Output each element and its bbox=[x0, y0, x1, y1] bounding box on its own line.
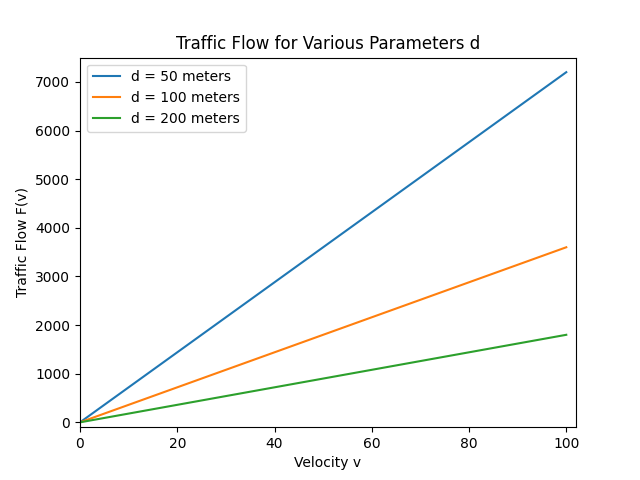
d = 50 meters bbox=[475, 132, 483, 138]
X-axis label: Velocity v: Velocity v bbox=[294, 456, 362, 470]
Title: Traffic Flow for Various Parameters d: Traffic Flow for Various Parameters d bbox=[176, 35, 480, 53]
d = 200 meters bbox=[475, 348, 483, 353]
d = 200 meters bbox=[307, 378, 315, 384]
d = 200 meters bbox=[310, 377, 317, 383]
d = 50 meters bbox=[563, 69, 570, 75]
d = 100 meters bbox=[475, 276, 483, 282]
d = 100 meters bbox=[551, 249, 559, 254]
Y-axis label: Traffic Flow F(v): Traffic Flow F(v) bbox=[15, 187, 29, 298]
d = 100 meters bbox=[339, 325, 347, 331]
d = 50 meters bbox=[365, 211, 373, 217]
d = 50 meters bbox=[339, 230, 347, 236]
d = 200 meters bbox=[551, 334, 559, 340]
d = 200 meters bbox=[76, 420, 84, 425]
d = 200 meters bbox=[563, 332, 570, 338]
d = 100 meters bbox=[310, 335, 317, 341]
d = 100 meters bbox=[307, 336, 315, 342]
d = 100 meters bbox=[365, 315, 373, 321]
d = 100 meters bbox=[563, 244, 570, 250]
d = 200 meters bbox=[339, 372, 347, 378]
d = 50 meters bbox=[307, 253, 315, 259]
Line: d = 200 meters: d = 200 meters bbox=[80, 335, 566, 422]
d = 100 meters bbox=[76, 420, 84, 425]
Line: d = 100 meters: d = 100 meters bbox=[80, 247, 566, 422]
Line: d = 50 meters: d = 50 meters bbox=[80, 72, 566, 422]
Legend: d = 50 meters, d = 100 meters, d = 200 meters: d = 50 meters, d = 100 meters, d = 200 m… bbox=[87, 64, 246, 132]
d = 50 meters bbox=[76, 420, 84, 425]
d = 200 meters bbox=[365, 367, 373, 373]
d = 50 meters bbox=[310, 251, 317, 257]
d = 50 meters bbox=[551, 78, 559, 84]
